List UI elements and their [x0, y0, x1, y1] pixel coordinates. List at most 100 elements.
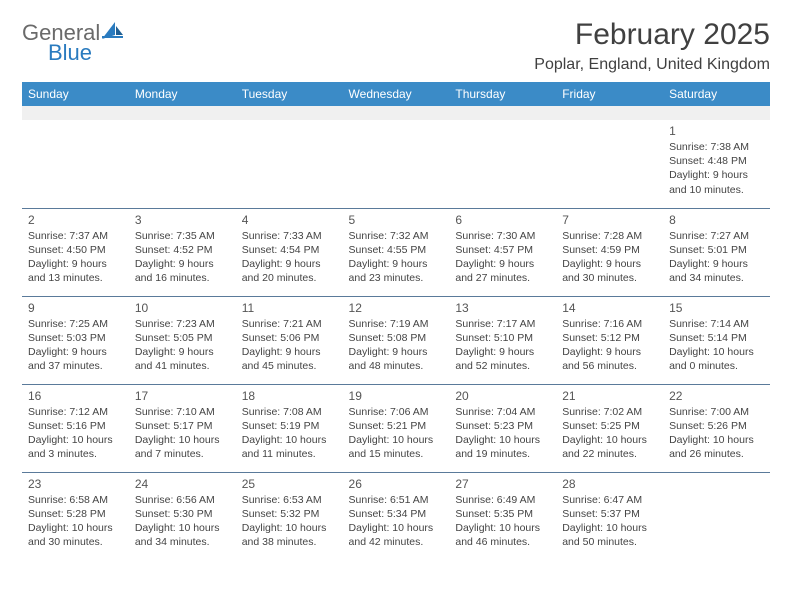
- sail-icon: [102, 22, 124, 44]
- calendar-day: 15 Sunrise: 7:14 AMSunset: 5:14 PMDayligh…: [663, 296, 770, 384]
- calendar-day: 26 Sunrise: 6:51 AMSunset: 5:34 PMDayligh…: [343, 472, 450, 560]
- calendar-day-empty: [556, 120, 663, 208]
- day-info: Sunrise: 7:33 AMSunset: 4:54 PMDaylight:…: [242, 229, 337, 286]
- calendar-day-empty: [663, 472, 770, 560]
- calendar-day-empty: [449, 120, 556, 208]
- calendar-day-empty: [129, 120, 236, 208]
- day-number: 13: [455, 301, 550, 315]
- day-info: Sunrise: 7:14 AMSunset: 5:14 PMDaylight:…: [669, 317, 764, 374]
- calendar-day: 19Sunrise: 7:06 AMSunset: 5:21 PMDayligh…: [343, 384, 450, 472]
- calendar-week: 16Sunrise: 7:12 AMSunset: 5:16 PMDayligh…: [22, 384, 770, 472]
- weekday-header-row: Sunday Monday Tuesday Wednesday Thursday…: [22, 82, 770, 106]
- day-number: 14: [562, 301, 657, 315]
- brand-line2: Blue: [22, 42, 124, 64]
- weekday-header: Sunday: [22, 82, 129, 106]
- brand-logo: General Blue: [22, 18, 124, 64]
- calendar-day-empty: [236, 120, 343, 208]
- day-number: 12: [349, 301, 444, 315]
- day-info: Sunrise: 7:21 AMSunset: 5:06 PMDaylight:…: [242, 317, 337, 374]
- day-number: 17: [135, 389, 230, 403]
- day-number: 28: [562, 477, 657, 491]
- calendar-day: 23 Sunrise: 6:58 AMSunset: 5:28 PMDayligh…: [22, 472, 129, 560]
- calendar-day: 13 Sunrise: 7:17 AMSunset: 5:10 PMDayligh…: [449, 296, 556, 384]
- day-number: 8: [669, 213, 764, 227]
- calendar-day: 2 Sunrise: 7:37 AMSunset: 4:50 PMDaylight…: [22, 208, 129, 296]
- day-info: Sunrise: 7:30 AMSunset: 4:57 PMDaylight:…: [455, 229, 550, 286]
- day-number: 23: [28, 477, 123, 491]
- weekday-header: Tuesday: [236, 82, 343, 106]
- day-number: 18: [242, 389, 337, 403]
- calendar-day: 27Sunrise: 6:49 AMSunset: 5:35 PMDayligh…: [449, 472, 556, 560]
- calendar-day: 3 Sunrise: 7:35 AMSunset: 4:52 PMDaylight…: [129, 208, 236, 296]
- day-info: Sunrise: 7:23 AMSunset: 5:05 PMDaylight:…: [135, 317, 230, 374]
- day-number: 2: [28, 213, 123, 227]
- calendar-day: 20 Sunrise: 7:04 AMSunset: 5:23 PMDayligh…: [449, 384, 556, 472]
- calendar-day: 10Sunrise: 7:23 AMSunset: 5:05 PMDayligh…: [129, 296, 236, 384]
- day-number: 7: [562, 213, 657, 227]
- title-block: February 2025 Poplar, England, United Ki…: [534, 18, 770, 74]
- calendar-week: 1 Sunrise: 7:38 AMSunset: 4:48 PMDaylight…: [22, 120, 770, 208]
- day-info: Sunrise: 6:53 AMSunset: 5:32 PMDaylight:…: [242, 493, 337, 550]
- calendar-week: 23 Sunrise: 6:58 AMSunset: 5:28 PMDayligh…: [22, 472, 770, 560]
- day-info: Sunrise: 7:04 AMSunset: 5:23 PMDaylight:…: [455, 405, 550, 462]
- weekday-header: Friday: [556, 82, 663, 106]
- calendar-week: 2 Sunrise: 7:37 AMSunset: 4:50 PMDaylight…: [22, 208, 770, 296]
- day-info: Sunrise: 6:56 AMSunset: 5:30 PMDaylight:…: [135, 493, 230, 550]
- day-number: 26: [349, 477, 444, 491]
- calendar-day: 14 Sunrise: 7:16 AMSunset: 5:12 PMDayligh…: [556, 296, 663, 384]
- day-info: Sunrise: 6:51 AMSunset: 5:34 PMDaylight:…: [349, 493, 444, 550]
- day-number: 4: [242, 213, 337, 227]
- calendar-day: 18Sunrise: 7:08 AMSunset: 5:19 PMDayligh…: [236, 384, 343, 472]
- day-info: Sunrise: 7:02 AMSunset: 5:25 PMDaylight:…: [562, 405, 657, 462]
- day-info: Sunrise: 7:00 AMSunset: 5:26 PMDaylight:…: [669, 405, 764, 462]
- day-number: 3: [135, 213, 230, 227]
- day-info: Sunrise: 7:35 AMSunset: 4:52 PMDaylight:…: [135, 229, 230, 286]
- calendar-day: 22 Sunrise: 7:00 AMSunset: 5:26 PMDayligh…: [663, 384, 770, 472]
- placeholder-row: [22, 106, 770, 120]
- day-info: Sunrise: 7:12 AMSunset: 5:16 PMDaylight:…: [28, 405, 123, 462]
- calendar-day: 4 Sunrise: 7:33 AMSunset: 4:54 PMDaylight…: [236, 208, 343, 296]
- weekday-header: Saturday: [663, 82, 770, 106]
- day-info: Sunrise: 7:17 AMSunset: 5:10 PMDaylight:…: [455, 317, 550, 374]
- day-number: 5: [349, 213, 444, 227]
- day-number: 21: [562, 389, 657, 403]
- calendar-week: 9Sunrise: 7:25 AMSunset: 5:03 PMDaylight…: [22, 296, 770, 384]
- day-info: Sunrise: 7:28 AMSunset: 4:59 PMDaylight:…: [562, 229, 657, 286]
- calendar-day: 25 Sunrise: 6:53 AMSunset: 5:32 PMDayligh…: [236, 472, 343, 560]
- day-number: 1: [669, 124, 764, 138]
- day-number: 11: [242, 301, 337, 315]
- day-number: 15: [669, 301, 764, 315]
- day-info: Sunrise: 7:25 AMSunset: 5:03 PMDaylight:…: [28, 317, 123, 374]
- day-number: 24: [135, 477, 230, 491]
- day-info: Sunrise: 6:58 AMSunset: 5:28 PMDaylight:…: [28, 493, 123, 550]
- placeholder-cell: [22, 106, 770, 120]
- day-info: Sunrise: 7:10 AMSunset: 5:17 PMDaylight:…: [135, 405, 230, 462]
- header: General Blue February 2025 Poplar, Engla…: [22, 18, 770, 74]
- calendar-day: 12Sunrise: 7:19 AMSunset: 5:08 PMDayligh…: [343, 296, 450, 384]
- calendar-day: 17 Sunrise: 7:10 AMSunset: 5:17 PMDayligh…: [129, 384, 236, 472]
- calendar-day: 21 Sunrise: 7:02 AMSunset: 5:25 PMDayligh…: [556, 384, 663, 472]
- day-info: Sunrise: 7:38 AMSunset: 4:48 PMDaylight:…: [669, 140, 764, 197]
- day-info: Sunrise: 6:47 AMSunset: 5:37 PMDaylight:…: [562, 493, 657, 550]
- calendar-table: Sunday Monday Tuesday Wednesday Thursday…: [22, 82, 770, 560]
- weekday-header: Wednesday: [343, 82, 450, 106]
- calendar-day: 11 Sunrise: 7:21 AMSunset: 5:06 PMDayligh…: [236, 296, 343, 384]
- day-info: Sunrise: 7:27 AMSunset: 5:01 PMDaylight:…: [669, 229, 764, 286]
- calendar-day: 5Sunrise: 7:32 AMSunset: 4:55 PMDaylight…: [343, 208, 450, 296]
- day-info: Sunrise: 7:06 AMSunset: 5:21 PMDaylight:…: [349, 405, 444, 462]
- day-info: Sunrise: 7:37 AMSunset: 4:50 PMDaylight:…: [28, 229, 123, 286]
- calendar-day: 7 Sunrise: 7:28 AMSunset: 4:59 PMDaylight…: [556, 208, 663, 296]
- weekday-header: Monday: [129, 82, 236, 106]
- day-number: 6: [455, 213, 550, 227]
- month-title: February 2025: [534, 18, 770, 52]
- calendar-day: 24 Sunrise: 6:56 AMSunset: 5:30 PMDayligh…: [129, 472, 236, 560]
- weekday-header: Thursday: [449, 82, 556, 106]
- day-number: 25: [242, 477, 337, 491]
- day-info: Sunrise: 7:16 AMSunset: 5:12 PMDaylight:…: [562, 317, 657, 374]
- calendar-day-empty: [22, 120, 129, 208]
- calendar-day: 9Sunrise: 7:25 AMSunset: 5:03 PMDaylight…: [22, 296, 129, 384]
- day-number: 22: [669, 389, 764, 403]
- calendar-day: 6 Sunrise: 7:30 AMSunset: 4:57 PMDaylight…: [449, 208, 556, 296]
- day-info: Sunrise: 6:49 AMSunset: 5:35 PMDaylight:…: [455, 493, 550, 550]
- day-number: 20: [455, 389, 550, 403]
